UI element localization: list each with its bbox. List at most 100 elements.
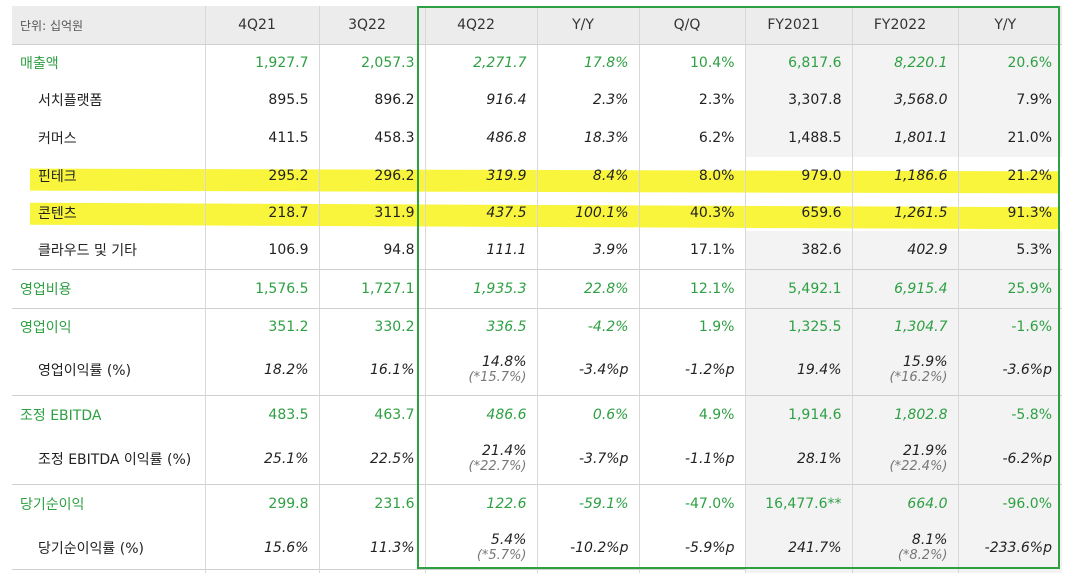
table-row: 영업이익 351.2 330.2 336.5 -4.2% 1.9% 1,325.5 1,304… (12, 308, 1062, 345)
cell-fy2022: 1,801.1 (852, 119, 959, 157)
cell-fy2022: 1,261.5 (852, 195, 959, 231)
cell-yy-annual: 20.6% (958, 44, 1062, 81)
cell-yy-quarter: -10.2%p (537, 523, 640, 573)
cell-fy2022: 8.1% (*8.2%) (852, 523, 959, 573)
cell-4q22: 21.4% (*22.7%) (425, 434, 538, 485)
cell-fy2021: 241.7% (745, 523, 853, 573)
cell-yy-annual: 7.9% (958, 81, 1062, 119)
row-label: 콘텐츠 (12, 195, 206, 231)
row-label: 영업이익 (12, 308, 206, 345)
cell-yy-annual: -3.6%p (958, 345, 1062, 396)
row-label: 조정 EBITDA (12, 395, 206, 434)
cell-4q22: 916.4 (425, 81, 538, 119)
cell-qq: 4.9% (639, 395, 746, 434)
cell-value: 14.8% (482, 354, 527, 370)
cell-yy-annual: -6.2%p (958, 434, 1062, 485)
cell-yy-annual: -96.0% (958, 484, 1062, 523)
cell-4q22: 5.4% (*5.7%) (425, 523, 538, 573)
cell-fy2022: 6,915.4 (852, 269, 959, 309)
row-label: 핀테크 (12, 157, 206, 195)
table-row: 클라우드 및 기타 106.9 94.8 111.1 3.9% 17.1% 382.6 402… (12, 231, 1062, 270)
cell-yy-annual: 21.2% (1007, 168, 1052, 184)
cell-4q21: 411.5 (205, 119, 320, 157)
cell-fy2021: 1,325.5 (745, 308, 853, 345)
table-row: 조정 EBITDA 483.5 463.7 486.6 0.6% 4.9% 1,914.6 1… (12, 395, 1062, 434)
cell-fy2021: 19.4% (745, 345, 853, 396)
cell-3q22: 16.1% (319, 345, 426, 396)
table-row: 커머스 411.5 458.3 486.8 18.3% 6.2% 1,488.5 1,801.… (12, 119, 1062, 157)
table-row: 핀테크 295.2 296.2 319.9 8.4% 8.0% 979.0 1,186.6 21… (12, 157, 1062, 195)
cell-fy2021: 3,307.8 (745, 81, 853, 119)
cell-4q21: 106.9 (205, 231, 320, 270)
cell-yy-annual: 5.3% (958, 231, 1062, 270)
cell-note: (*15.7%) (468, 370, 527, 385)
cell-qq: 1.9% (639, 308, 746, 345)
cell-4q21: 18.2% (205, 345, 320, 396)
cell-4q21: 483.5 (205, 395, 320, 434)
cell-qq: -5.9%p (639, 523, 746, 573)
cell-4q22: 319.9 (425, 157, 538, 195)
cell-yy-annual: -1.6% (958, 308, 1062, 345)
cell-qq: 8.0% (639, 157, 746, 195)
cell-3q22: 311.9 (319, 195, 426, 231)
cell-yy-quarter: 22.8% (537, 269, 640, 309)
cell-4q22: 2,271.7 (425, 44, 538, 81)
row-label: 영업이익률 (%) (12, 345, 206, 396)
cell-4q21: 299.8 (205, 484, 320, 523)
cell-fy2022: 1,802.8 (852, 395, 959, 434)
cell-4q22: 111.1 (425, 231, 538, 270)
cell-value: 8.1% (911, 532, 948, 548)
header-row: 단위: 십억원 4Q21 3Q22 4Q22 Y/Y Q/Q FY2021 FY… (12, 6, 1062, 45)
cell-3q22: 296.2 (319, 157, 426, 195)
cell-yy-quarter: 8.4% (537, 157, 640, 195)
cell-note: (*8.2%) (897, 548, 948, 563)
table-row: 영업비용 1,576.5 1,727.1 1,935.3 22.8% 12.1% 5,492… (12, 269, 1062, 309)
cell-3q22: 896.2 (319, 81, 426, 119)
cell-fy2022: 664.0 (852, 484, 959, 523)
cell-value: 15.9% (903, 354, 948, 370)
cell-4q21: 15.6% (205, 523, 320, 573)
cell-fy2022: 15.9% (*16.2%) (852, 345, 959, 396)
cell-3q22: 22.5% (319, 434, 426, 485)
cell-qq: 12.1% (639, 269, 746, 309)
cell-fy2022: 402.9 (852, 231, 959, 270)
cell-4q22: 486.6 (425, 395, 538, 434)
cell-4q21: 895.5 (205, 81, 320, 119)
table-row: 조정 EBITDA 이익률 (%) 25.1% 22.5% 21.4% (*22.7%)… (12, 434, 1062, 485)
cell-fy2021: 6,817.6 (745, 44, 853, 81)
table-row: 콘텐츠 218.7 311.9 437.5 100.1% 40.3% 659.6 1,261.… (12, 195, 1062, 231)
cell-note: (*5.7%) (476, 548, 527, 563)
cell-fy2021: 1,914.6 (745, 395, 853, 434)
cell-yy-quarter: -59.1% (537, 484, 640, 523)
table-row: 영업이익률 (%) 18.2% 16.1% 14.8% (*15.7%) -3.4%p -1… (12, 345, 1062, 396)
cell-yy-annual: 25.9% (958, 269, 1062, 309)
cell-3q22: 11.3% (319, 523, 426, 573)
cell-value: 5.4% (490, 532, 527, 548)
cell-fy2022: 1,186.6 (852, 157, 959, 195)
cell-3q22: 1,727.1 (319, 269, 426, 309)
cell-fy2022: 1,304.7 (852, 308, 959, 345)
cell-qq: -1.2%p (639, 345, 746, 396)
cell-fy2022: 8,220.1 (852, 44, 959, 81)
cell-yy-quarter: 18.3% (537, 119, 640, 157)
unit-label: 단위: 십억원 (12, 6, 206, 45)
cell-yy-quarter: -3.4%p (537, 345, 640, 396)
cell-fy2021: 1,488.5 (745, 119, 853, 157)
cell-fy2022: 21.9% (*22.4%) (852, 434, 959, 485)
cell-4q21: 1,927.7 (205, 44, 320, 81)
cell-3q22: 231.6 (319, 484, 426, 523)
financial-table: 단위: 십억원 4Q21 3Q22 4Q22 Y/Y Q/Q FY2021 FY… (12, 6, 1062, 573)
cell-yy-quarter: 0.6% (537, 395, 640, 434)
cell-yy-quarter: 100.1% (537, 195, 640, 231)
row-label: 매출액 (12, 44, 206, 81)
cell-4q21: 218.7 (205, 195, 320, 231)
cell-qq: -47.0% (639, 484, 746, 523)
cell-yy-quarter: -3.7%p (537, 434, 640, 485)
table-row: 당기순이익률 (%) 15.6% 11.3% 5.4% (*5.7%) -10.2%p -5… (12, 523, 1062, 573)
cell-note: (*16.2%) (889, 370, 948, 385)
header-4q22: 4Q22 (425, 6, 538, 45)
cell-4q22: 486.8 (425, 119, 538, 157)
row-label: 당기순이익률 (%) (12, 523, 206, 573)
cell-3q22: 458.3 (319, 119, 426, 157)
